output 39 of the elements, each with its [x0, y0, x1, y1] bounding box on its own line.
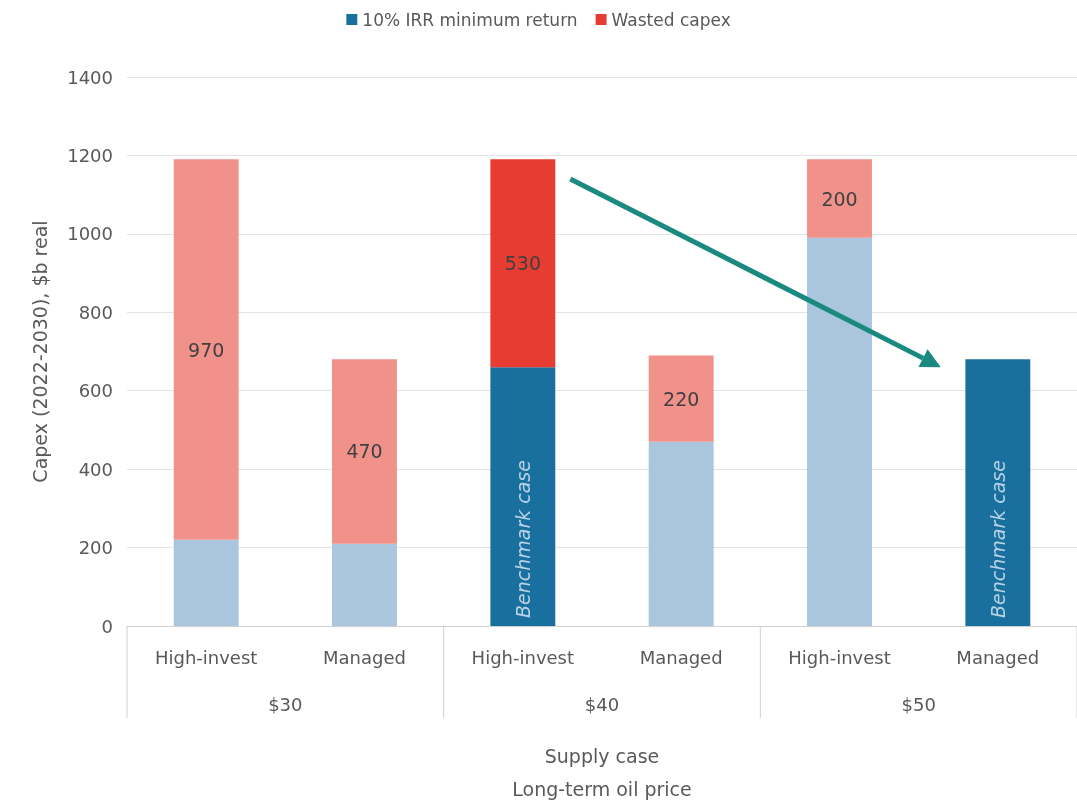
data-label: Benchmark case [511, 460, 534, 618]
data-label: 970 [188, 338, 225, 361]
x-tick-label: Managed [956, 646, 1040, 668]
bar [173, 539, 239, 626]
bar [173, 159, 239, 540]
x-tick-label: High-invest [788, 646, 891, 668]
legend-label: 10% IRR minimum return [362, 9, 578, 30]
y-tick-label: 1000 [67, 223, 113, 245]
data-label: Benchmark case [986, 460, 1009, 618]
data-label: 220 [663, 387, 700, 410]
y-axis-title: Capex (2022-2030), $b real [28, 220, 51, 483]
text: $50 [901, 693, 936, 715]
text: $30 [268, 693, 303, 715]
bar [807, 159, 872, 238]
bar [490, 367, 556, 626]
x-tick-label: Managed [323, 646, 406, 668]
x-tick-label: Managed [639, 646, 723, 668]
y-tick-label: 400 [78, 458, 113, 480]
y-tick-label: 1400 [67, 66, 113, 88]
bar [490, 159, 556, 368]
data-label: 200 [821, 187, 858, 210]
bar [807, 237, 872, 626]
bar [648, 355, 714, 442]
y-tick-label: 800 [78, 301, 113, 323]
y-tick-label: 0 [101, 615, 113, 637]
x-axis-title: Supply case Long-term oil price [512, 745, 692, 800]
data-label: 470 [346, 440, 383, 463]
bar [965, 359, 1031, 626]
y-tick-label: 600 [78, 380, 113, 402]
y-tick-label: 1200 [67, 144, 113, 166]
bar [648, 441, 714, 626]
x-tick-label: High-invest [471, 646, 575, 668]
legend-label: Wasted capex [611, 9, 731, 30]
bar [332, 543, 397, 626]
text: $40 [584, 693, 620, 715]
y-tick-label: 200 [78, 537, 113, 559]
bar [332, 359, 397, 544]
x-tick-label: High-invest [154, 646, 258, 668]
data-label: 530 [504, 252, 541, 275]
